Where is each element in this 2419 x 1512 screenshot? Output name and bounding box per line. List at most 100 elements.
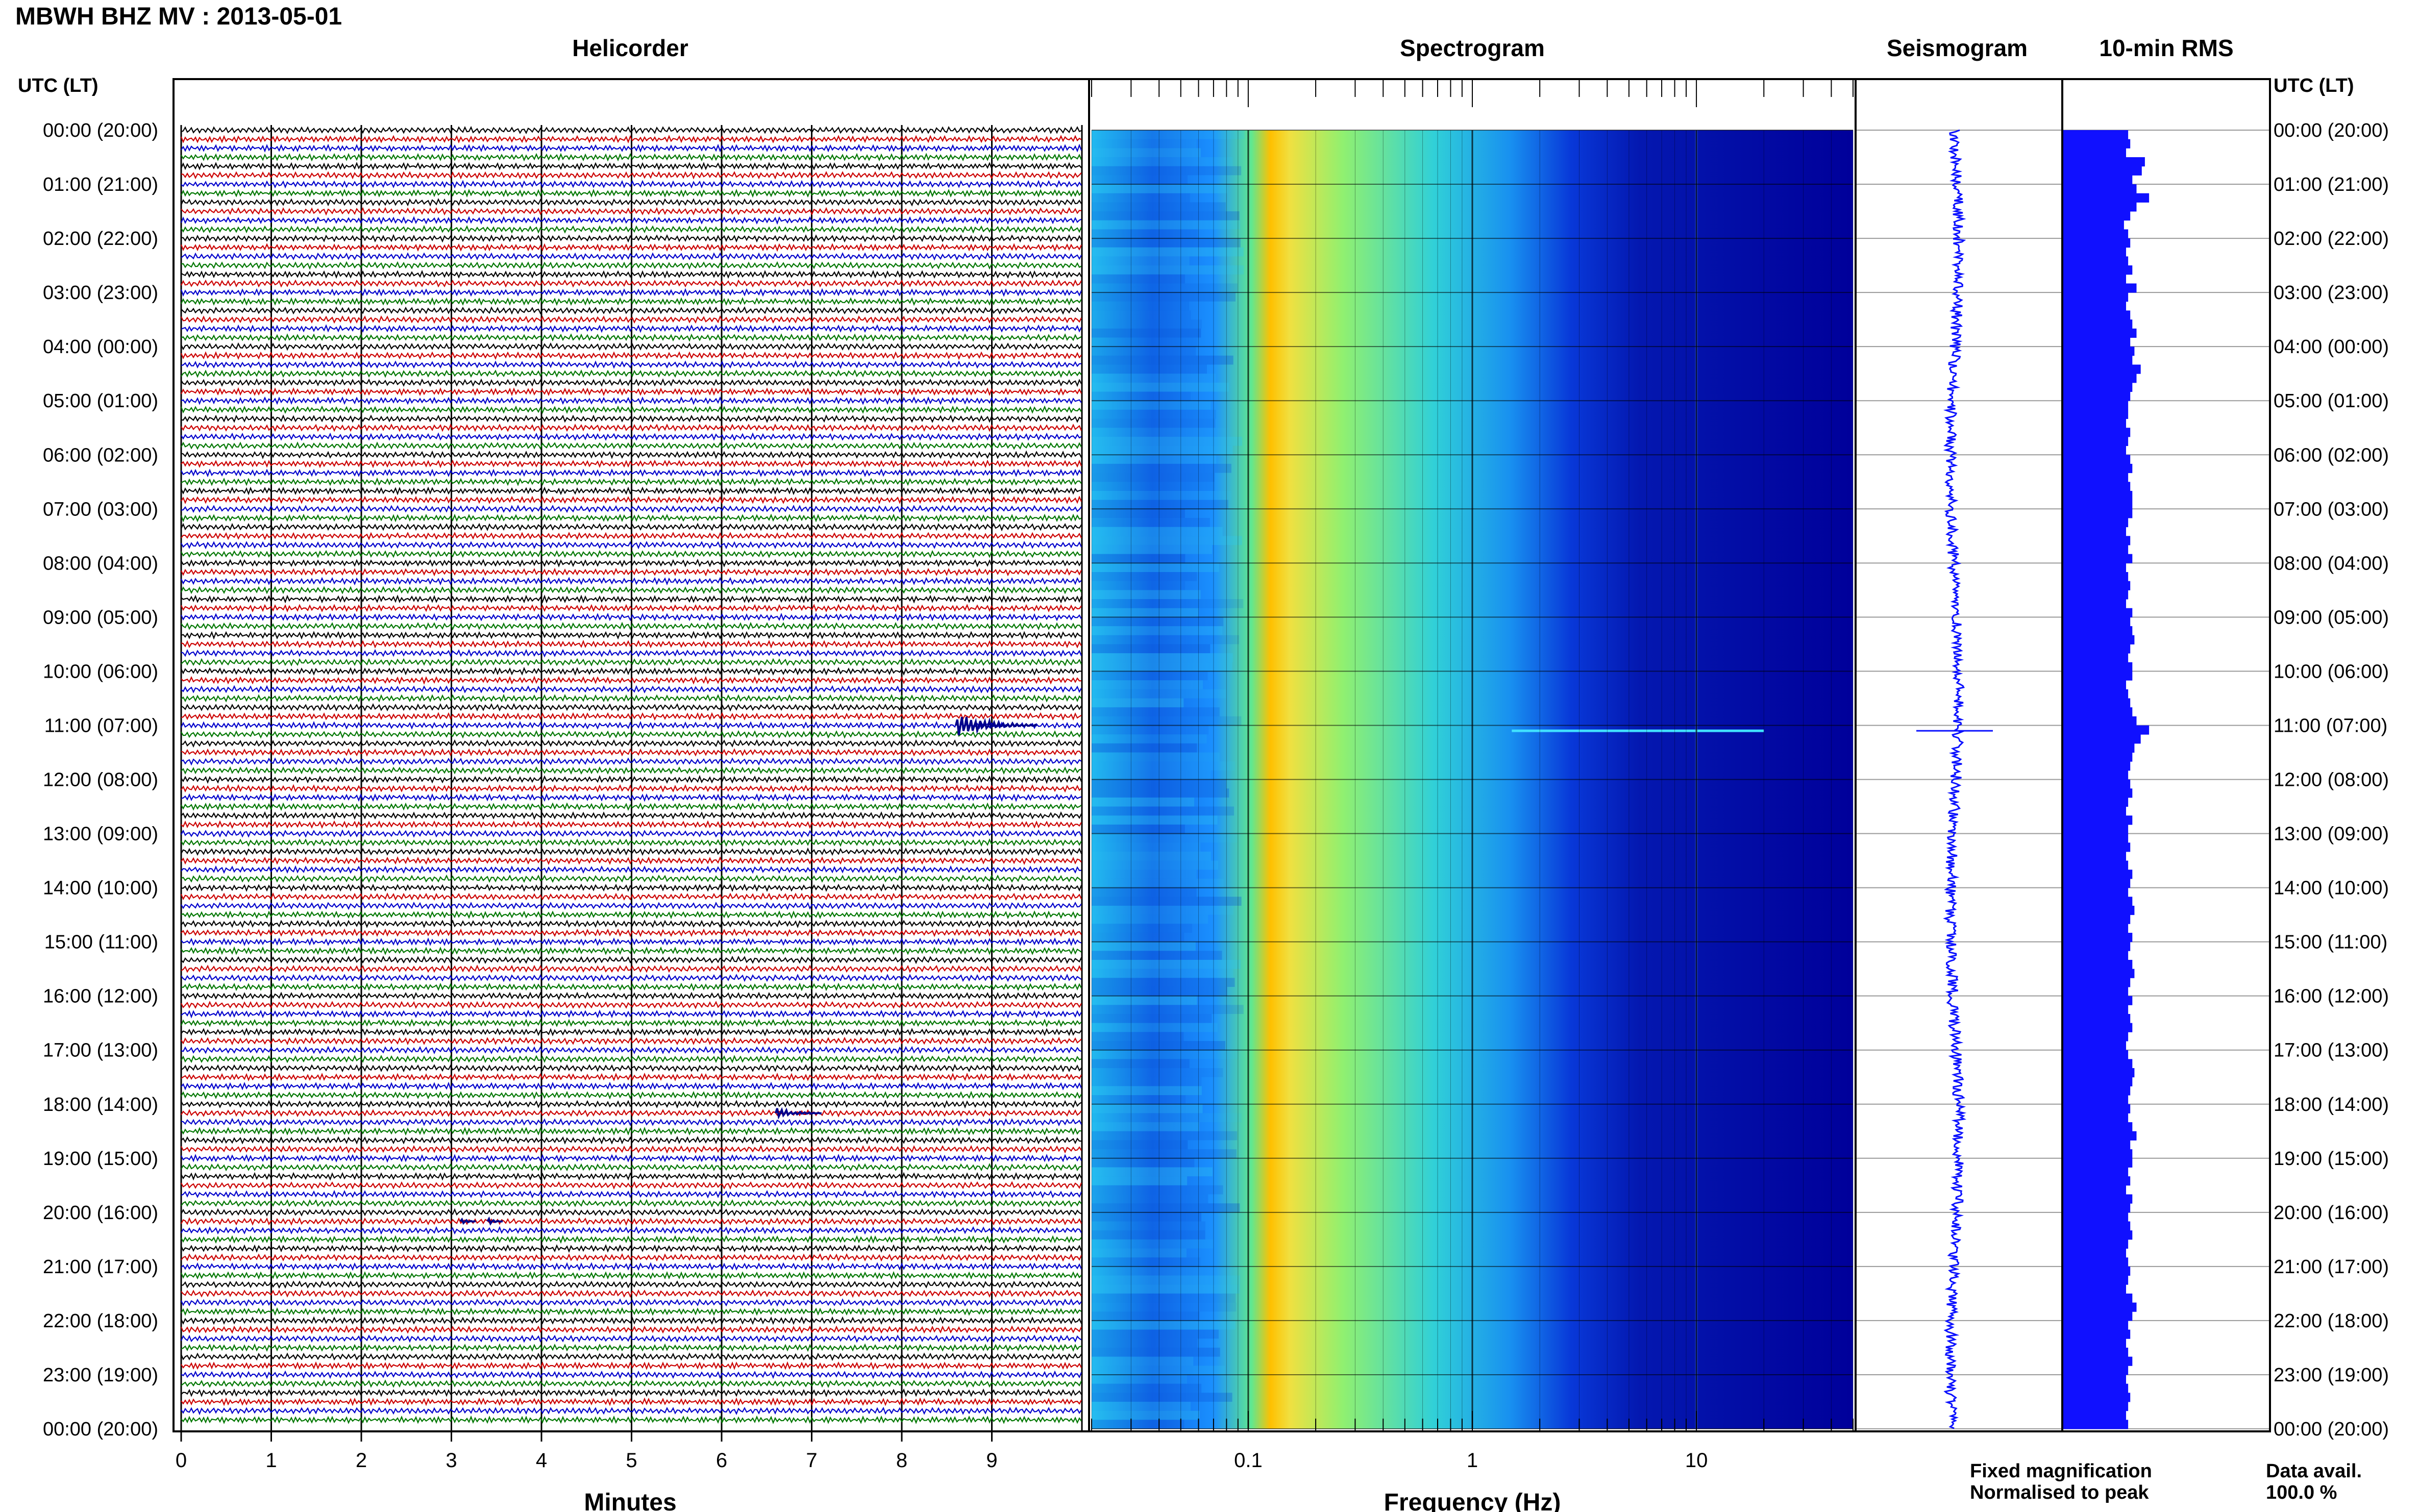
helicorder-trace: [181, 577, 1082, 586]
helicorder-tick-label: 6: [716, 1449, 727, 1472]
rms-bar: [2063, 337, 2131, 347]
spectrogram-stripe: [1092, 1293, 1236, 1303]
rms-bar: [2063, 436, 2129, 447]
rms-bar: [2063, 1167, 2129, 1177]
data-avail-label: Data avail.: [2266, 1460, 2362, 1482]
helicorder-trace: [181, 1100, 1082, 1109]
spectrogram-stripe: [1092, 364, 1207, 374]
spectrogram-stripe: [1092, 1131, 1238, 1141]
rms-bar: [2063, 482, 2131, 491]
rms-bar: [2063, 175, 2133, 185]
helicorder-trace: [181, 1181, 1082, 1190]
spectrogram-stripe: [1092, 1149, 1237, 1158]
helicorder-trace: [181, 955, 1082, 964]
time-label-left: 21:00 (17:00): [43, 1256, 158, 1278]
spectrogram-stripe: [1092, 490, 1231, 500]
helicorder-panel: 0 1 2 3 4 5 6 7 8 9 Minutes: [172, 78, 1090, 1512]
rms-bar: [2063, 256, 2129, 266]
rms-bar: [2063, 536, 2131, 546]
rms-bar: [2063, 1302, 2137, 1312]
spectrogram-stripe: [1092, 905, 1233, 915]
spectrogram-stripe: [1092, 374, 1216, 383]
time-label-right: 00:00 (20:00): [2274, 1419, 2389, 1440]
seismogram-trace: [1916, 129, 1993, 1429]
rms-bar: [2063, 391, 2131, 401]
time-label-right: 07:00 (03:00): [2274, 499, 2389, 520]
spectrogram-x-ticks: 0.1 1 10: [1091, 79, 1854, 1472]
helicorder-trace: [181, 919, 1082, 929]
rms-bar: [2063, 139, 2131, 148]
rms-bar: [2063, 1023, 2133, 1032]
rms-bar: [2063, 328, 2137, 338]
spectrogram-panel: 0.1 1 10 Frequency (Hz): [1088, 78, 1857, 1512]
helicorder-tick-label: 2: [356, 1449, 367, 1472]
spectrogram-stripe: [1092, 860, 1219, 870]
helicorder-trace: [181, 802, 1082, 811]
spectrogram-stripe: [1092, 1023, 1218, 1032]
helicorder-trace: [181, 297, 1082, 306]
spectrogram-stripe: [1092, 1050, 1238, 1059]
spectrogram-stripe: [1092, 220, 1240, 230]
spectrogram-stripe: [1092, 1374, 1188, 1384]
rms-bar: [2063, 1158, 2133, 1168]
rms-bar: [2063, 870, 2133, 879]
time-label-left: 15:00 (11:00): [44, 932, 158, 953]
helicorder-trace: [181, 180, 1082, 189]
time-label-left: 03:00 (23:00): [43, 282, 158, 304]
spectrogram-stripe: [1092, 1221, 1205, 1231]
rms-bar: [2063, 211, 2131, 221]
spectrogram-stripe: [1092, 617, 1224, 627]
rms-bar: [2063, 310, 2131, 320]
helicorder-trace: [181, 604, 1082, 613]
rms-bar: [2063, 833, 2129, 843]
helicorder-trace: [181, 1081, 1082, 1090]
helicorder-trace: [181, 612, 1082, 622]
helicorder-trace: [181, 829, 1082, 838]
rms-bar: [2063, 157, 2145, 167]
rms-bar: [2063, 572, 2129, 582]
spectrogram-stripe: [1092, 932, 1184, 942]
rms-bar: [2063, 1131, 2137, 1141]
helicorder-trace: [180, 405, 1082, 414]
spectrogram-stripe: [1092, 536, 1242, 545]
helicorder-trace: [181, 757, 1082, 766]
time-label-left: 00:00 (20:00): [43, 120, 158, 141]
rms-bar: [2063, 418, 2126, 428]
spectrogram-stripe: [1092, 1339, 1198, 1348]
spectrogram-stripe: [1092, 878, 1224, 888]
rms-bar: [2063, 662, 2133, 672]
rms-bar: [2063, 716, 2137, 726]
rms-bar: [2063, 1203, 2131, 1213]
time-label-left: 00:00 (20:00): [43, 1419, 158, 1440]
rms-bar: [2063, 355, 2133, 365]
spectrogram-stripe: [1092, 680, 1203, 689]
spectrogram-stripe: [1092, 382, 1229, 392]
spectrogram-stripe: [1092, 897, 1242, 906]
time-label-right: 12:00 (08:00): [2274, 770, 2389, 791]
helicorder-trace: [181, 126, 1082, 134]
spectrogram-stripe: [1092, 941, 1196, 951]
spectrogram-stripe: [1092, 301, 1190, 311]
helicorder-trace: [181, 721, 1082, 730]
spectrogram-stripe: [1092, 1410, 1200, 1420]
spectrogram-stripe: [1092, 509, 1185, 518]
helicorder-trace: [181, 639, 1082, 649]
helicorder-trace: [181, 1036, 1082, 1046]
rms-bar: [2063, 941, 2131, 951]
helicorder-trace: [181, 450, 1082, 459]
spectrogram-stripe: [1092, 1176, 1188, 1185]
spectrogram-stripe: [1092, 391, 1191, 401]
rms-bar: [2063, 1176, 2131, 1186]
helicorder-trace: [181, 1217, 1082, 1226]
rms-bar: [2063, 725, 2150, 735]
helicorder-trace: [180, 892, 1082, 901]
rms-bar: [2063, 905, 2135, 915]
helicorder-trace: [181, 269, 1082, 279]
spectrogram-stripe: [1092, 1239, 1214, 1249]
rms-bar: [2063, 1410, 2126, 1420]
spectrogram-stripe: [1092, 355, 1233, 365]
spectrogram-stripe: [1092, 1068, 1223, 1077]
time-label-right: 10:00 (06:00): [2274, 661, 2389, 682]
rms-bar: [2063, 788, 2133, 798]
helicorder-x-ticks: 0 1 2 3 4 5 6 7 8 9: [176, 1431, 998, 1472]
